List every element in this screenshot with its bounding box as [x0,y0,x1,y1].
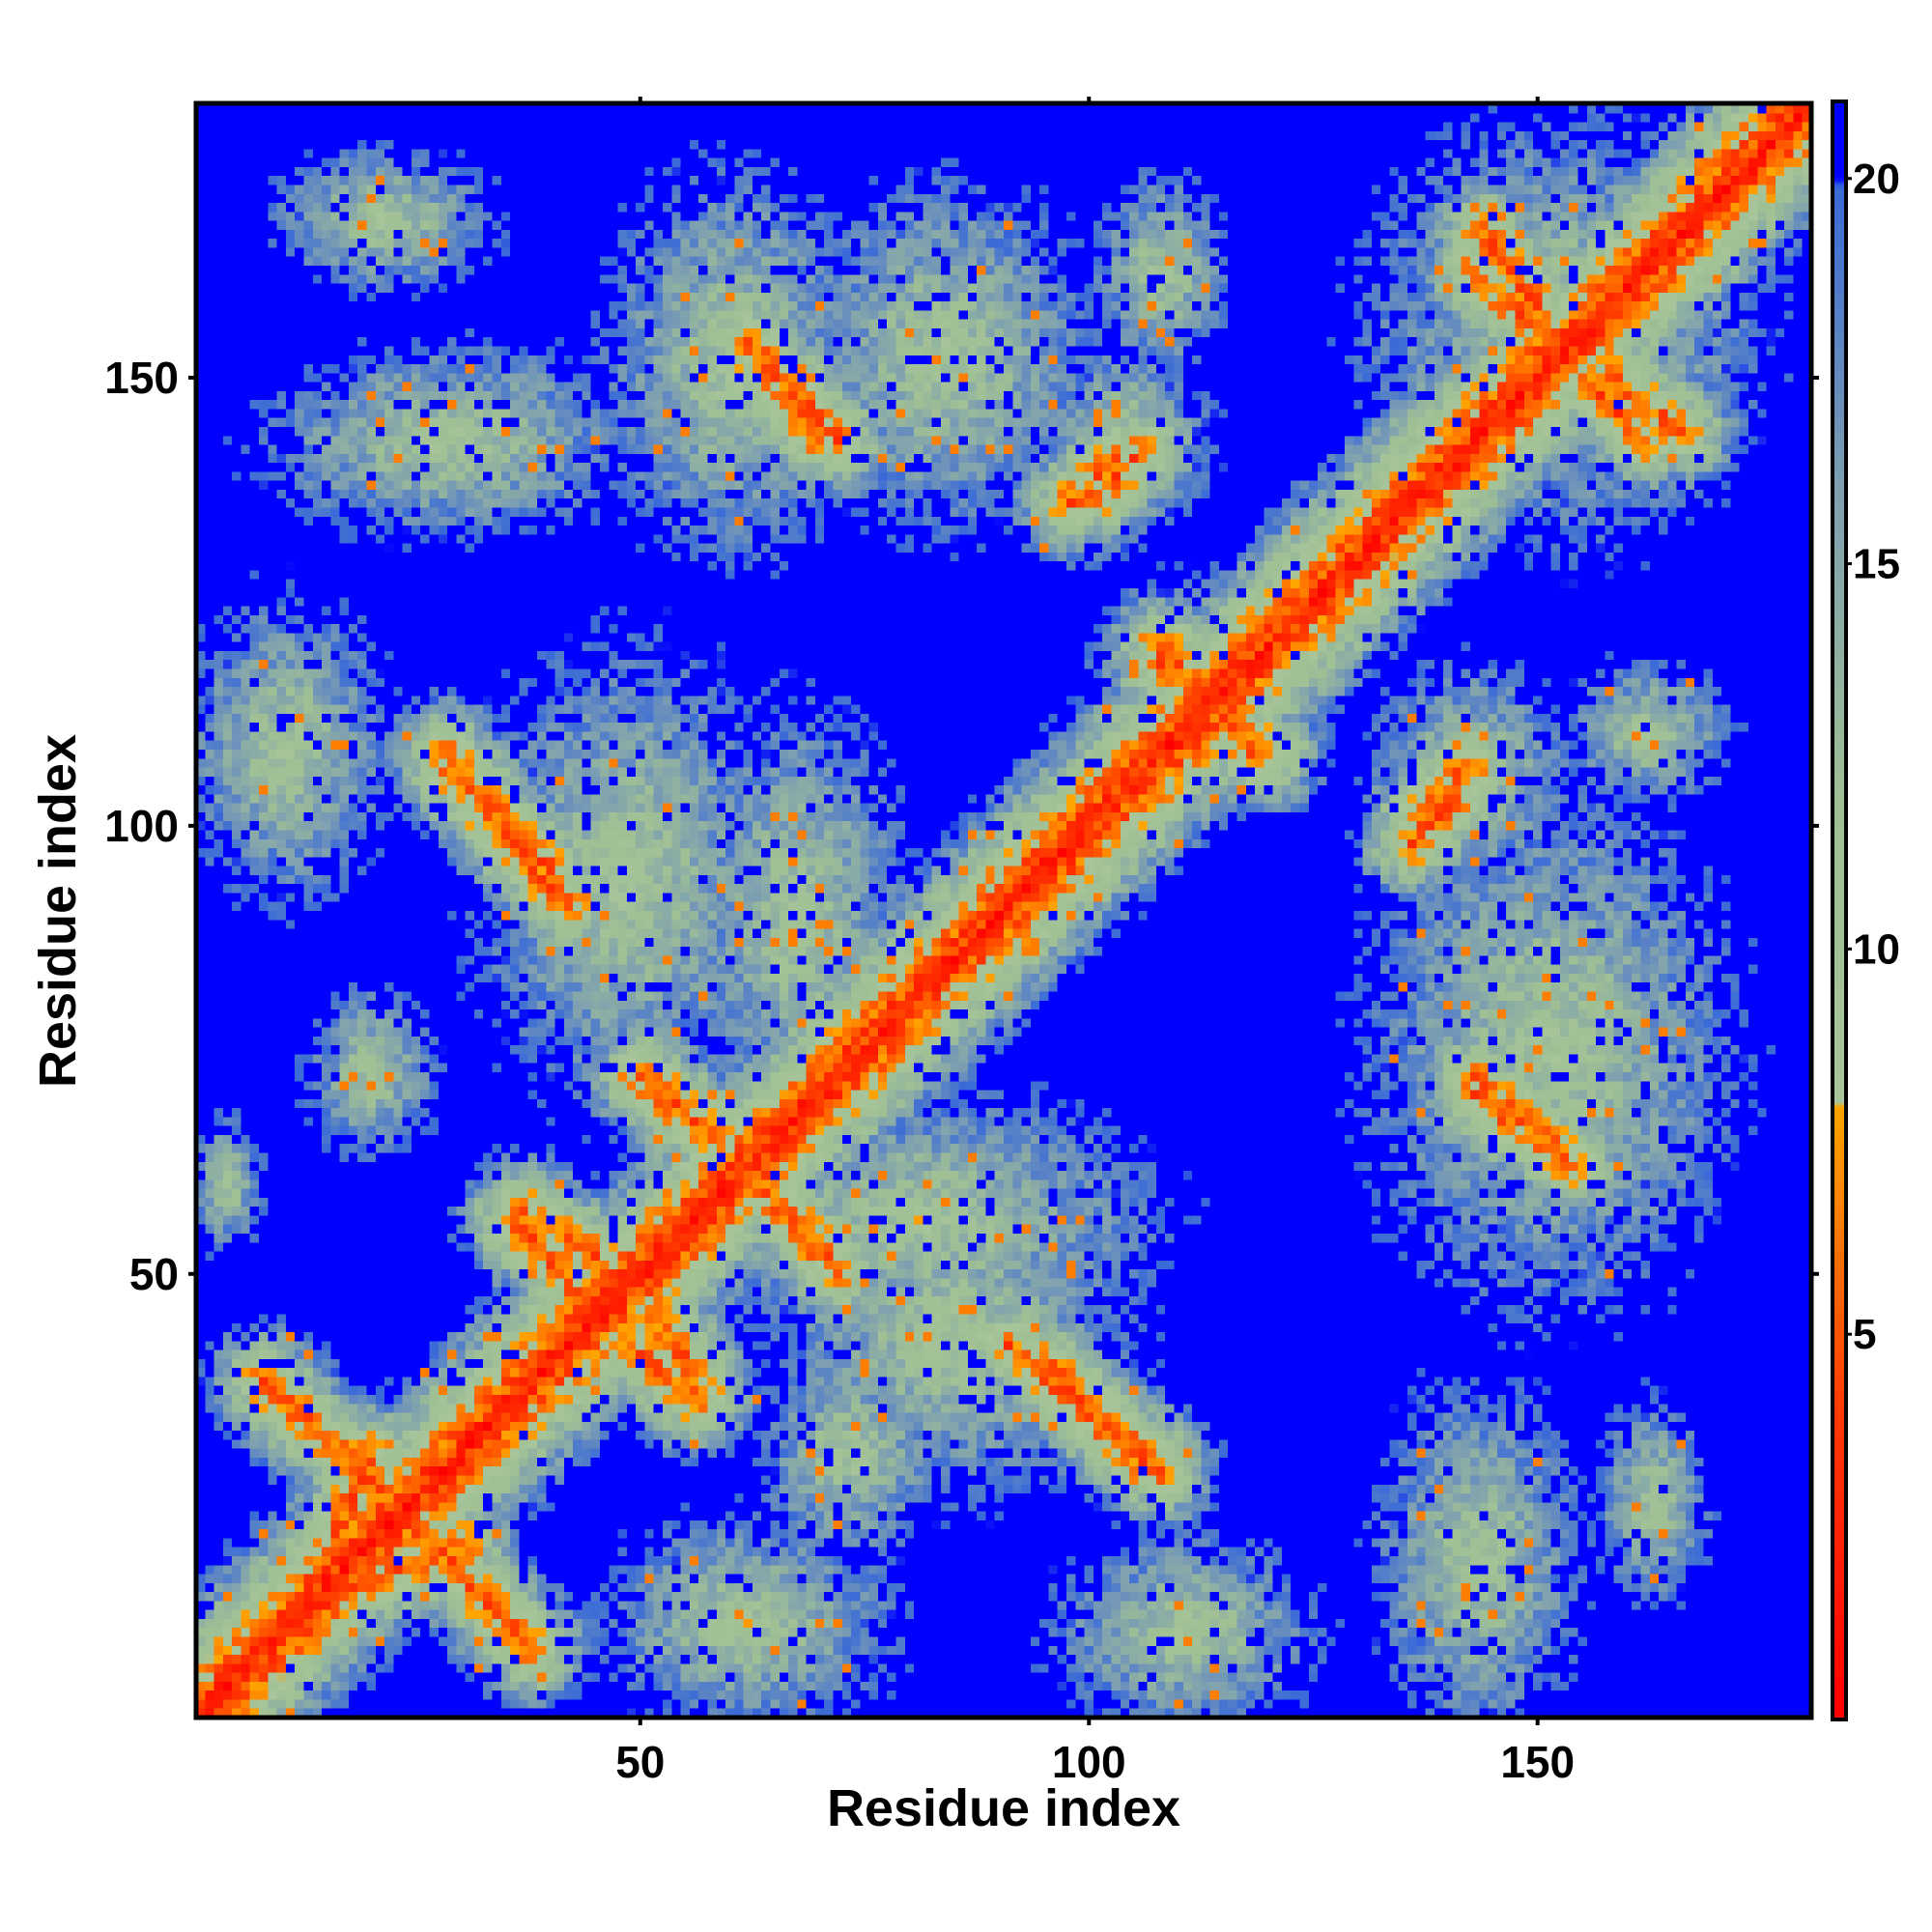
y-tick-label-150: 150 [104,353,179,403]
colorbar-label-15: 15 [1853,541,1900,588]
x-axis-title: Residue index [827,1779,1180,1837]
colorbar-frame [1831,99,1848,1721]
y-tick-label-100: 100 [104,801,179,851]
y-tick-label-50: 50 [129,1249,179,1299]
x-tick-label-100: 100 [1052,1737,1126,1787]
plot-frame [193,100,1814,1720]
colorbar-ticks [1846,177,1852,1336]
colorbar-label-20: 20 [1853,156,1900,203]
distance-heatmap [196,104,1811,1718]
x-axis-ticks [638,97,1540,1725]
colorbar-label-5: 5 [1853,1311,1876,1358]
y-axis-title: Residue index [29,734,87,1088]
colorbar-label-10: 10 [1853,925,1900,973]
colorbar-gradient [1833,101,1846,1719]
x-tick-label-150: 150 [1500,1737,1575,1787]
x-tick-label-50: 50 [615,1737,665,1787]
y-axis-ticks [188,375,1819,1276]
